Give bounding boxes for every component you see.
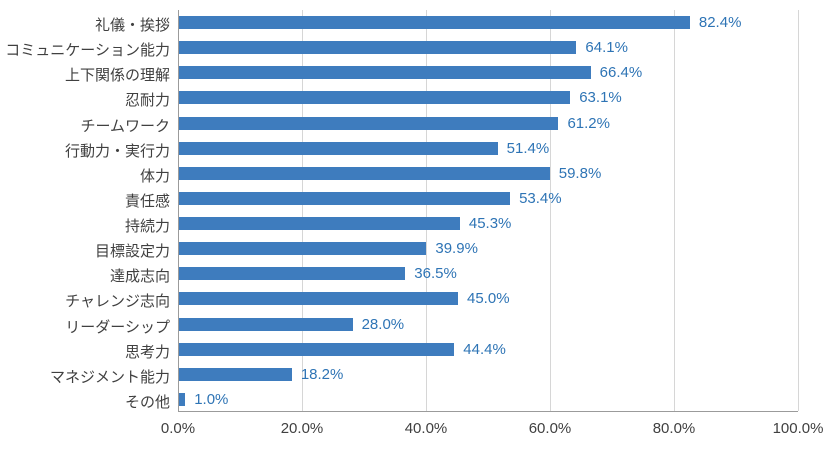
value-label: 39.9% — [435, 240, 478, 258]
value-label: 66.4% — [599, 64, 643, 82]
bar — [179, 166, 550, 180]
bar — [179, 292, 458, 306]
category-label: 責任感 — [124, 192, 170, 210]
category-label: リーダーシップ — [65, 318, 170, 336]
gridline — [426, 10, 427, 411]
bar — [179, 16, 690, 30]
value-label: 45.0% — [467, 290, 510, 308]
value-label: 28.0% — [361, 315, 405, 333]
value-label: 61.2% — [567, 114, 610, 132]
value-label: 63.1% — [579, 89, 622, 107]
x-axis-tick-label: 0.0% — [160, 420, 196, 437]
x-axis-tick-label: 40.0% — [404, 420, 448, 437]
value-label: 59.8% — [558, 164, 602, 182]
value-label: 44.4% — [463, 340, 506, 358]
plot-area: 82.4% 64.1% 66.4% 63.1% 61.2% 51.4% 59.8% 53.4%… — [178, 10, 799, 412]
category-label: その他 — [124, 393, 170, 411]
value-label: 53.4% — [519, 189, 562, 207]
bar — [179, 66, 591, 80]
category-label: 達成志向 — [109, 268, 170, 286]
gridline — [550, 10, 551, 411]
value-label: 1.0% — [194, 390, 229, 408]
bar — [179, 392, 186, 406]
category-label: 行動力・実行力 — [64, 142, 170, 160]
category-label: 持続力 — [124, 218, 170, 236]
category-label: 目標設定力 — [94, 243, 170, 261]
category-label: マネジメント能力 — [49, 368, 170, 386]
category-label: 思考力 — [124, 343, 170, 361]
gridline — [674, 10, 675, 411]
x-axis-tick-label: 100.0% — [772, 420, 824, 437]
x-axis-tick-label: 60.0% — [528, 420, 572, 437]
bar — [179, 267, 406, 281]
bar — [179, 41, 577, 55]
value-label: 51.4% — [506, 139, 550, 157]
value-label: 18.2% — [300, 365, 344, 383]
bar — [179, 191, 511, 205]
bar — [179, 342, 455, 356]
value-label: 82.4% — [698, 14, 742, 32]
bar — [179, 91, 571, 105]
bar — [179, 317, 353, 331]
category-label: コミュニケーション能力 — [5, 42, 170, 60]
value-label: 45.3% — [468, 215, 512, 233]
category-label: チームワーク — [80, 117, 170, 135]
category-label: 上下関係の理解 — [64, 67, 170, 85]
category-label: 礼儀・挨拶 — [94, 17, 170, 35]
x-axis-tick-label: 20.0% — [280, 420, 324, 437]
bar — [179, 242, 427, 256]
bar — [179, 367, 292, 381]
category-label: チャレンジ志向 — [65, 293, 170, 311]
bar — [179, 141, 498, 155]
bar — [179, 217, 460, 231]
value-label: 64.1% — [585, 39, 628, 57]
bar — [179, 116, 559, 130]
gridline — [798, 10, 799, 411]
x-axis-tick-label: 80.0% — [652, 420, 696, 437]
gridline — [302, 10, 303, 411]
value-label: 36.5% — [414, 265, 457, 283]
category-label: 忍耐力 — [124, 92, 170, 110]
category-label: 体力 — [139, 167, 170, 185]
